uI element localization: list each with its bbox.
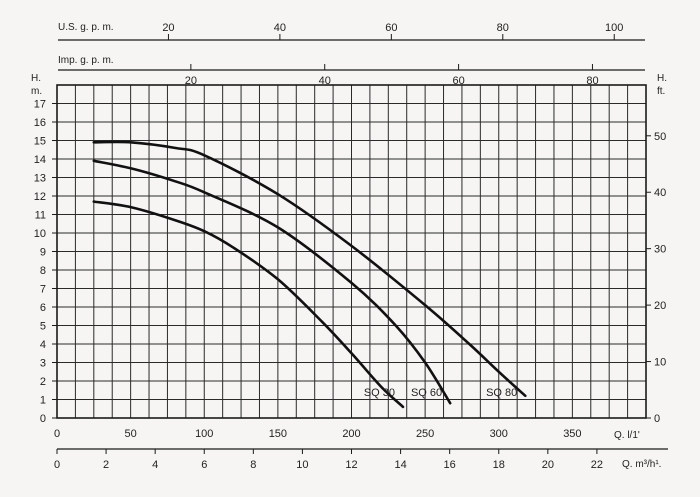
curve-label-sq-80: SQ 80 — [486, 387, 517, 399]
usgpm-tick-label: 100 — [605, 22, 623, 34]
flow-m3h-axis-title: Q. m³/h¹. — [622, 459, 661, 470]
curve-sq-80 — [92, 140, 527, 398]
flow-m3h-tick-label: 18 — [493, 459, 505, 471]
curve-label-sq-60: SQ 60 — [411, 387, 442, 399]
flow-m3h-tick-label: 22 — [591, 459, 603, 471]
head-ft-axis-title-line1: H. — [657, 73, 667, 84]
impgpm-axis-title: Imp. g. p. m. — [58, 55, 114, 66]
right-head-axis: 0 10 20 30 40 50 — [646, 131, 666, 425]
usgpm-tick-label: 40 — [274, 22, 286, 34]
left-axis-tick-label: 1 — [40, 395, 46, 407]
right-axis-tick-label: 20 — [654, 300, 666, 312]
head-m-axis-title-line2: m. — [31, 86, 42, 97]
left-axis-tick-label: 16 — [34, 117, 46, 129]
flow-lmin-tick-label: 250 — [416, 428, 434, 440]
right-axis-tick-label: 40 — [654, 187, 666, 199]
flow-m3h-tick-label: 20 — [542, 459, 554, 471]
left-axis-tick-label: 4 — [40, 339, 46, 351]
left-axis-tick-label: 10 — [34, 228, 46, 240]
impgpm-tick-label: 80 — [586, 75, 598, 87]
left-axis-tick-label: 17 — [34, 99, 46, 111]
left-axis-tick-label: 9 — [40, 247, 46, 259]
head-m-axis-title-line1: H. — [31, 73, 41, 84]
left-axis-tick-label: 5 — [40, 321, 46, 333]
flow-m3h-tick-label: 4 — [152, 459, 158, 471]
right-axis-tick-label: 30 — [654, 244, 666, 256]
flow-m3h-tick-label: 2 — [103, 459, 109, 471]
right-axis-tick-label: 50 — [654, 131, 666, 143]
flow-m3h-tick-label: 8 — [250, 459, 256, 471]
flow-lmin-tick-label: 350 — [563, 428, 581, 440]
left-axis-tick-label: 3 — [40, 358, 46, 370]
left-axis-tick-label: 0 — [40, 413, 46, 425]
usgpm-axis-title: U.S. g. p. m. — [58, 22, 114, 33]
flow-lmin-tick-label: 300 — [490, 428, 508, 440]
left-axis-tick-label: 2 — [40, 376, 46, 388]
right-axis-tick-label: 10 — [654, 357, 666, 369]
flow-lmin-axis-title: Q. l/1' — [614, 430, 640, 441]
impgpm-tick-label: 40 — [319, 75, 331, 87]
flow-m3h-tick-label: 6 — [201, 459, 207, 471]
left-axis-tick-label: 8 — [40, 265, 46, 277]
usgpm-tick-label: 20 — [162, 22, 174, 34]
flow-lmin-tick-label: 0 — [54, 428, 60, 440]
impgpm-tick-label: 60 — [452, 75, 464, 87]
flow-m3h-tick-label: 12 — [345, 459, 357, 471]
impgpm-tick-label: 20 — [185, 75, 197, 87]
flow-lmin-tick-label: 200 — [342, 428, 360, 440]
right-axis-tick-label: 0 — [654, 413, 660, 425]
left-axis-tick-label: 13 — [34, 173, 46, 185]
usgpm-tick-label: 60 — [385, 22, 397, 34]
left-axis-tick-label: 6 — [40, 302, 46, 314]
flow-lmin-tick-label: 100 — [195, 428, 213, 440]
left-axis-tick-label: 15 — [34, 136, 46, 148]
flow-lmin-tick-label: 150 — [269, 428, 287, 440]
curve-sq-30 — [92, 200, 405, 409]
pump-curves: SQ 30 SQ 60 SQ 80 — [92, 140, 527, 409]
left-axis-tick-label: 12 — [34, 191, 46, 203]
flow-lmin-tick-label: 50 — [125, 428, 137, 440]
flow-m3h-tick-label: 16 — [444, 459, 456, 471]
usgpm-tick-label: 80 — [497, 22, 509, 34]
left-axis-tick-label: 14 — [34, 154, 46, 166]
flow-m3h-tick-label: 0 — [54, 459, 60, 471]
grid-lines — [57, 85, 646, 418]
flow-m3h-tick-label: 14 — [394, 459, 406, 471]
left-axis-tick-label: 11 — [35, 210, 46, 222]
top-flow-axes: 20 40 60 80 100 20 40 60 80 — [58, 22, 645, 87]
curve-label-sq-30: SQ 30 — [364, 387, 395, 399]
left-axis-tick-label: 7 — [40, 284, 46, 296]
bottom-flow-axes: 0 50 100 150 200 250 300 350 0 2 4 6 8 10 12 14 16 18 20 22 — [54, 428, 668, 471]
flow-m3h-tick-label: 10 — [296, 459, 308, 471]
curve-sq-60 — [92, 159, 452, 405]
head-ft-axis-title-line2: ft. — [657, 86, 665, 97]
